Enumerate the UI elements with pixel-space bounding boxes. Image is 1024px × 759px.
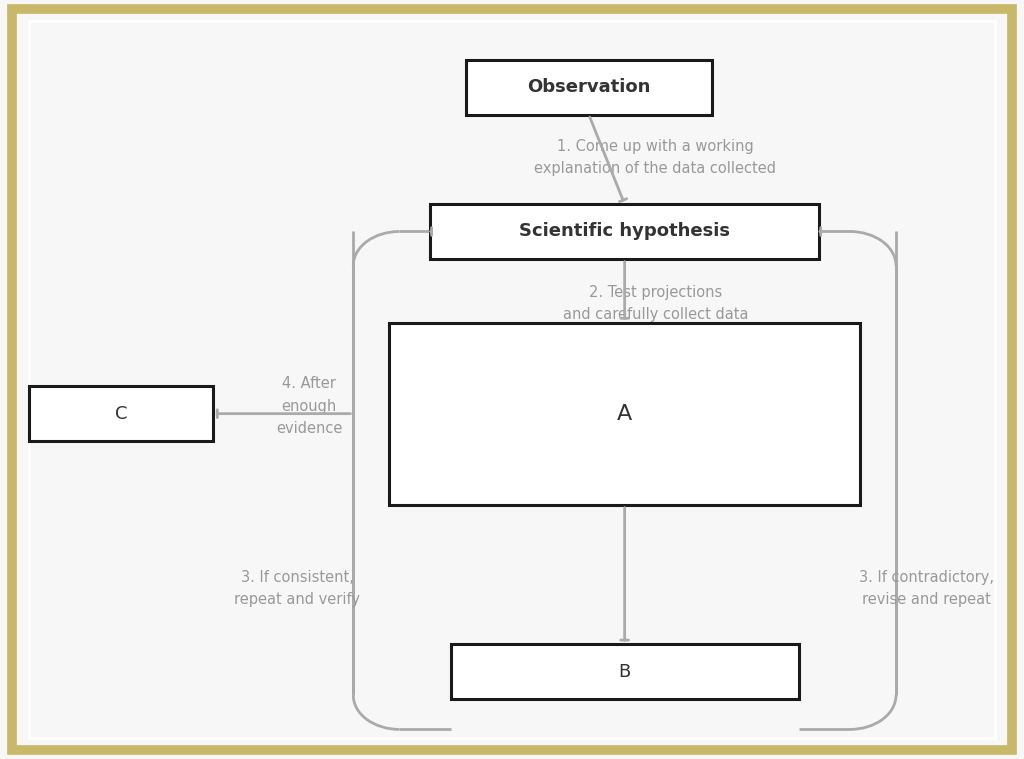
Text: A: A <box>617 404 632 424</box>
Bar <box>29 386 213 441</box>
Text: B: B <box>618 663 631 681</box>
Bar <box>466 60 712 115</box>
Bar <box>430 204 819 259</box>
Bar <box>451 644 799 699</box>
Text: Scientific hypothesis: Scientific hypothesis <box>519 222 730 241</box>
Text: 3. If consistent,
repeat and verify: 3. If consistent, repeat and verify <box>233 569 360 607</box>
Text: 3. If contradictory,
revise and repeat: 3. If contradictory, revise and repeat <box>859 569 994 607</box>
Text: Observation: Observation <box>527 78 650 96</box>
Text: 4. After
enough
evidence: 4. After enough evidence <box>276 376 342 436</box>
Text: 1. Come up with a working
explanation of the data collected: 1. Come up with a working explanation of… <box>535 138 776 176</box>
Bar <box>389 323 860 505</box>
Text: 2. Test projections
and carefully collect data: 2. Test projections and carefully collec… <box>562 285 749 323</box>
Text: C: C <box>115 405 127 423</box>
